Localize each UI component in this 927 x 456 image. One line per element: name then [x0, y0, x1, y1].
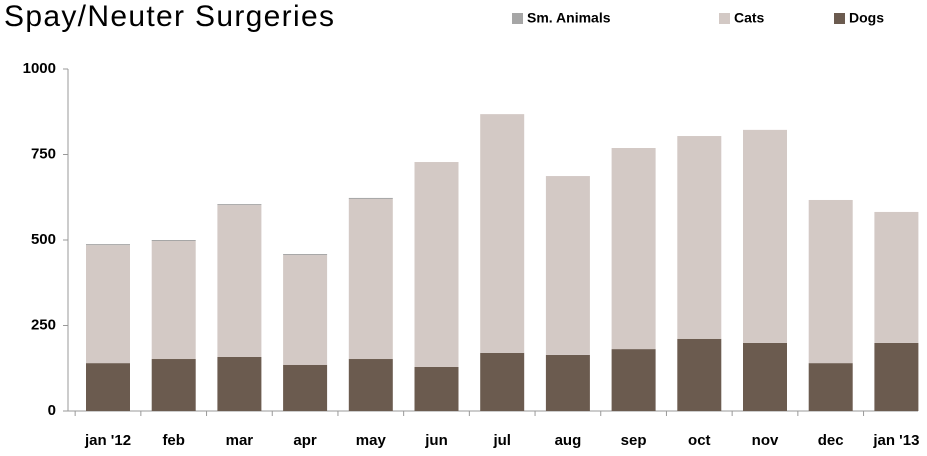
bar-segment	[151, 241, 196, 360]
legend-label: Sm. Animals	[527, 10, 611, 26]
bar-segment	[414, 162, 459, 367]
bar-segment	[283, 254, 328, 256]
x-tick-label: jul	[492, 432, 511, 449]
bar-segment	[743, 129, 787, 343]
bar-segment	[348, 197, 393, 199]
legend-label: Cats	[734, 10, 765, 26]
x-tick-label: jan '13	[872, 432, 919, 449]
x-tick-label: sep	[621, 432, 647, 449]
bar-segment	[874, 342, 919, 411]
bar-segment	[217, 205, 262, 357]
y-tick-label: 250	[31, 316, 56, 333]
legend-swatch	[719, 13, 730, 24]
bar-segment	[808, 363, 853, 411]
x-tick-label: may	[356, 432, 387, 449]
bar-segment	[414, 366, 459, 411]
x-tick-label: oct	[688, 432, 711, 449]
x-tick-label: mar	[226, 432, 254, 449]
y-tick-label: 500	[31, 231, 56, 248]
bar-segment	[217, 356, 262, 411]
bar-segment	[808, 199, 853, 364]
y-tick-label: 750	[31, 145, 56, 162]
x-tick-label: jan '12	[84, 432, 131, 449]
bar-segment	[348, 359, 393, 411]
bar-segment	[86, 363, 130, 411]
bar-segment	[480, 114, 525, 353]
x-tick-label: aug	[555, 432, 582, 449]
bar-segment	[348, 198, 393, 360]
legend-swatch	[512, 13, 523, 24]
bar-segment	[743, 342, 787, 411]
bar-segment	[545, 176, 590, 355]
x-tick-label: apr	[293, 432, 317, 449]
x-tick-label: dec	[818, 432, 844, 449]
bar-segment	[151, 240, 196, 242]
bar-segment	[480, 352, 525, 411]
y-tick-label: 1000	[23, 60, 56, 77]
bar-segment	[283, 255, 328, 365]
bar-segment	[217, 204, 262, 206]
x-tick-label: nov	[752, 432, 779, 449]
legend-swatch	[834, 13, 845, 24]
bar-segment	[611, 349, 656, 411]
bar-segment	[677, 338, 722, 411]
bar-segment	[611, 148, 656, 350]
bar-segment	[283, 364, 328, 411]
bar-segment	[86, 245, 130, 364]
bar-segment	[151, 359, 196, 411]
chart-title: Spay/Neuter Surgeries	[4, 0, 334, 33]
bar-segment	[677, 136, 722, 339]
x-tick-label: jun	[424, 432, 448, 449]
y-tick-label: 0	[48, 402, 56, 419]
bar-segment	[86, 244, 130, 246]
bar-segment	[874, 211, 919, 343]
legend-label: Dogs	[849, 10, 884, 26]
x-tick-label: feb	[162, 432, 185, 449]
bar-segment	[545, 354, 590, 411]
